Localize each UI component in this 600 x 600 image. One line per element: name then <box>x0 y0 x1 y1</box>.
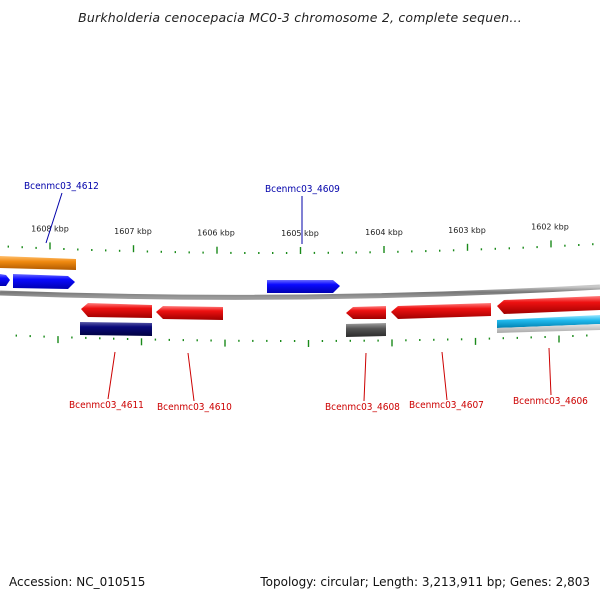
gene-bcenmc03-4607[interactable] <box>391 303 491 319</box>
ruler-label: 1602 kbp <box>531 222 569 231</box>
gene-label-4608[interactable]: Bcenmc03_4608 <box>325 402 400 413</box>
gene-blue-left-edge[interactable] <box>0 274 10 286</box>
ruler-label: 1603 kbp <box>448 226 486 235</box>
accession-text: Accession: NC_010515 <box>9 575 146 589</box>
scale-ticks-outer <box>7 240 594 254</box>
ruler-label: 1605 kbp <box>281 229 319 238</box>
leader-4612 <box>45 192 63 244</box>
reverse-strand-genes <box>80 296 600 337</box>
gene-label-4611[interactable]: Bcenmc03_4611 <box>69 400 144 411</box>
label-leader-lines <box>45 192 552 402</box>
gene-label-4612[interactable]: Bcenmc03_4612 <box>24 181 99 192</box>
gene-bcenmc03-4612[interactable] <box>13 274 75 289</box>
genome-summary-text: Topology: circular; Length: 3,213,911 bp… <box>260 575 590 589</box>
gene-bcenmc03-4610[interactable] <box>156 306 223 320</box>
gene-bcenmc03-4608[interactable] <box>346 323 386 337</box>
ruler-label: 1607 kbp <box>114 227 152 236</box>
leader-4608 <box>363 352 367 402</box>
scale-ticks-inner <box>15 334 588 347</box>
gene-light-gray[interactable] <box>497 324 600 333</box>
ruler-labels: 1608 kbp 1607 kbp 1606 kbp 1605 kbp 1604 kbp… <box>31 222 569 238</box>
gene-bcenmc03-4609[interactable] <box>267 280 340 293</box>
gene-label-4607[interactable]: Bcenmc03_4607 <box>409 400 484 411</box>
gene-bcenmc03-4606[interactable] <box>497 296 600 314</box>
gene-bcenmc03-4611-arrow[interactable] <box>81 303 152 318</box>
gene-orange[interactable] <box>0 256 76 270</box>
gene-bcenmc03-4608-arrow[interactable] <box>346 306 386 319</box>
gene-cyan[interactable] <box>497 315 600 328</box>
leader-4606 <box>548 347 552 396</box>
leader-4610 <box>187 352 195 402</box>
gene-labels: Bcenmc03_4612 Bcenmc03_4609 Bcenmc03_461… <box>24 181 588 413</box>
gene-label-4609[interactable]: Bcenmc03_4609 <box>265 184 340 195</box>
leader-4607 <box>441 351 448 401</box>
gene-bcenmc03-4611[interactable] <box>80 322 152 336</box>
gene-label-4610[interactable]: Bcenmc03_4610 <box>157 402 232 413</box>
leader-4611 <box>107 351 116 400</box>
map-title: Burkholderia cenocepacia MC0-3 chromosom… <box>78 10 522 25</box>
forward-strand-genes <box>0 256 340 293</box>
gene-label-4606[interactable]: Bcenmc03_4606 <box>513 396 588 407</box>
ruler-label: 1604 kbp <box>365 228 403 237</box>
ruler-label: 1606 kbp <box>197 229 235 238</box>
chromosome-backbone <box>0 284 600 300</box>
